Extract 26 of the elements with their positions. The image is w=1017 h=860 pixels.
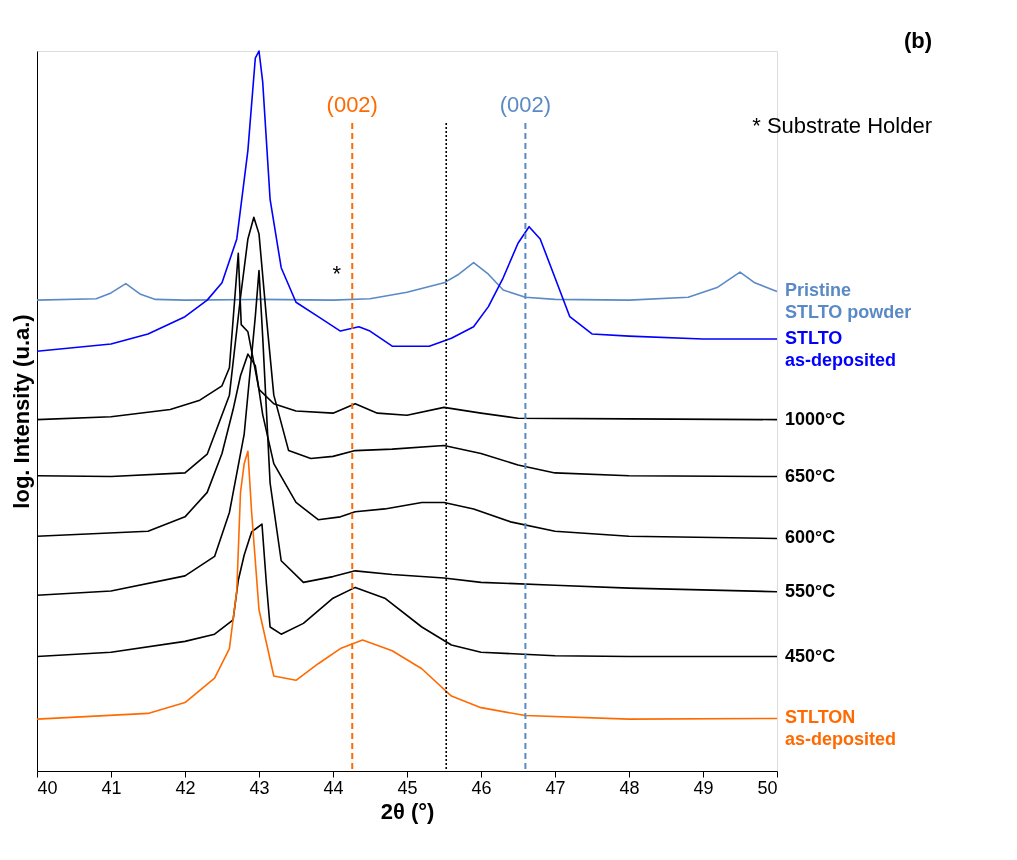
x-tick-label: 44: [323, 777, 344, 798]
x-tick-label: 50: [757, 777, 778, 798]
x-tick-label: 43: [249, 777, 270, 798]
x-tick-label: 40: [37, 777, 58, 798]
x-tick-label: 42: [175, 777, 196, 798]
x-tick-label: 46: [471, 777, 492, 798]
text: (b): [903, 28, 932, 53]
x-tick-label: 48: [619, 777, 640, 798]
x-tick-label: 49: [693, 777, 714, 798]
series-label: 550°C: [785, 580, 836, 601]
annotation: *: [332, 261, 342, 287]
x-axis-title: 2θ (°): [380, 798, 435, 824]
x-tick-label: 45: [397, 777, 418, 798]
annotation: (002): [326, 92, 378, 117]
annotation: (002): [499, 92, 552, 117]
series-label: 450°C: [785, 645, 836, 666]
x-tick-label: 41: [101, 777, 122, 798]
text: STLTON as-deposited: [785, 707, 897, 750]
series-label: 650°C: [785, 465, 836, 486]
x-tick-label: 47: [545, 777, 566, 798]
annotation: * Substrate Holder: [752, 113, 932, 138]
series-label: 600°C: [785, 527, 836, 548]
text: STLTO as-deposited: [785, 328, 897, 370]
series-label: 1000°C: [785, 408, 846, 429]
text: Pristine STLTO powder: [785, 280, 912, 323]
y-axis-title: log. Intensity (u.a.): [8, 314, 34, 509]
